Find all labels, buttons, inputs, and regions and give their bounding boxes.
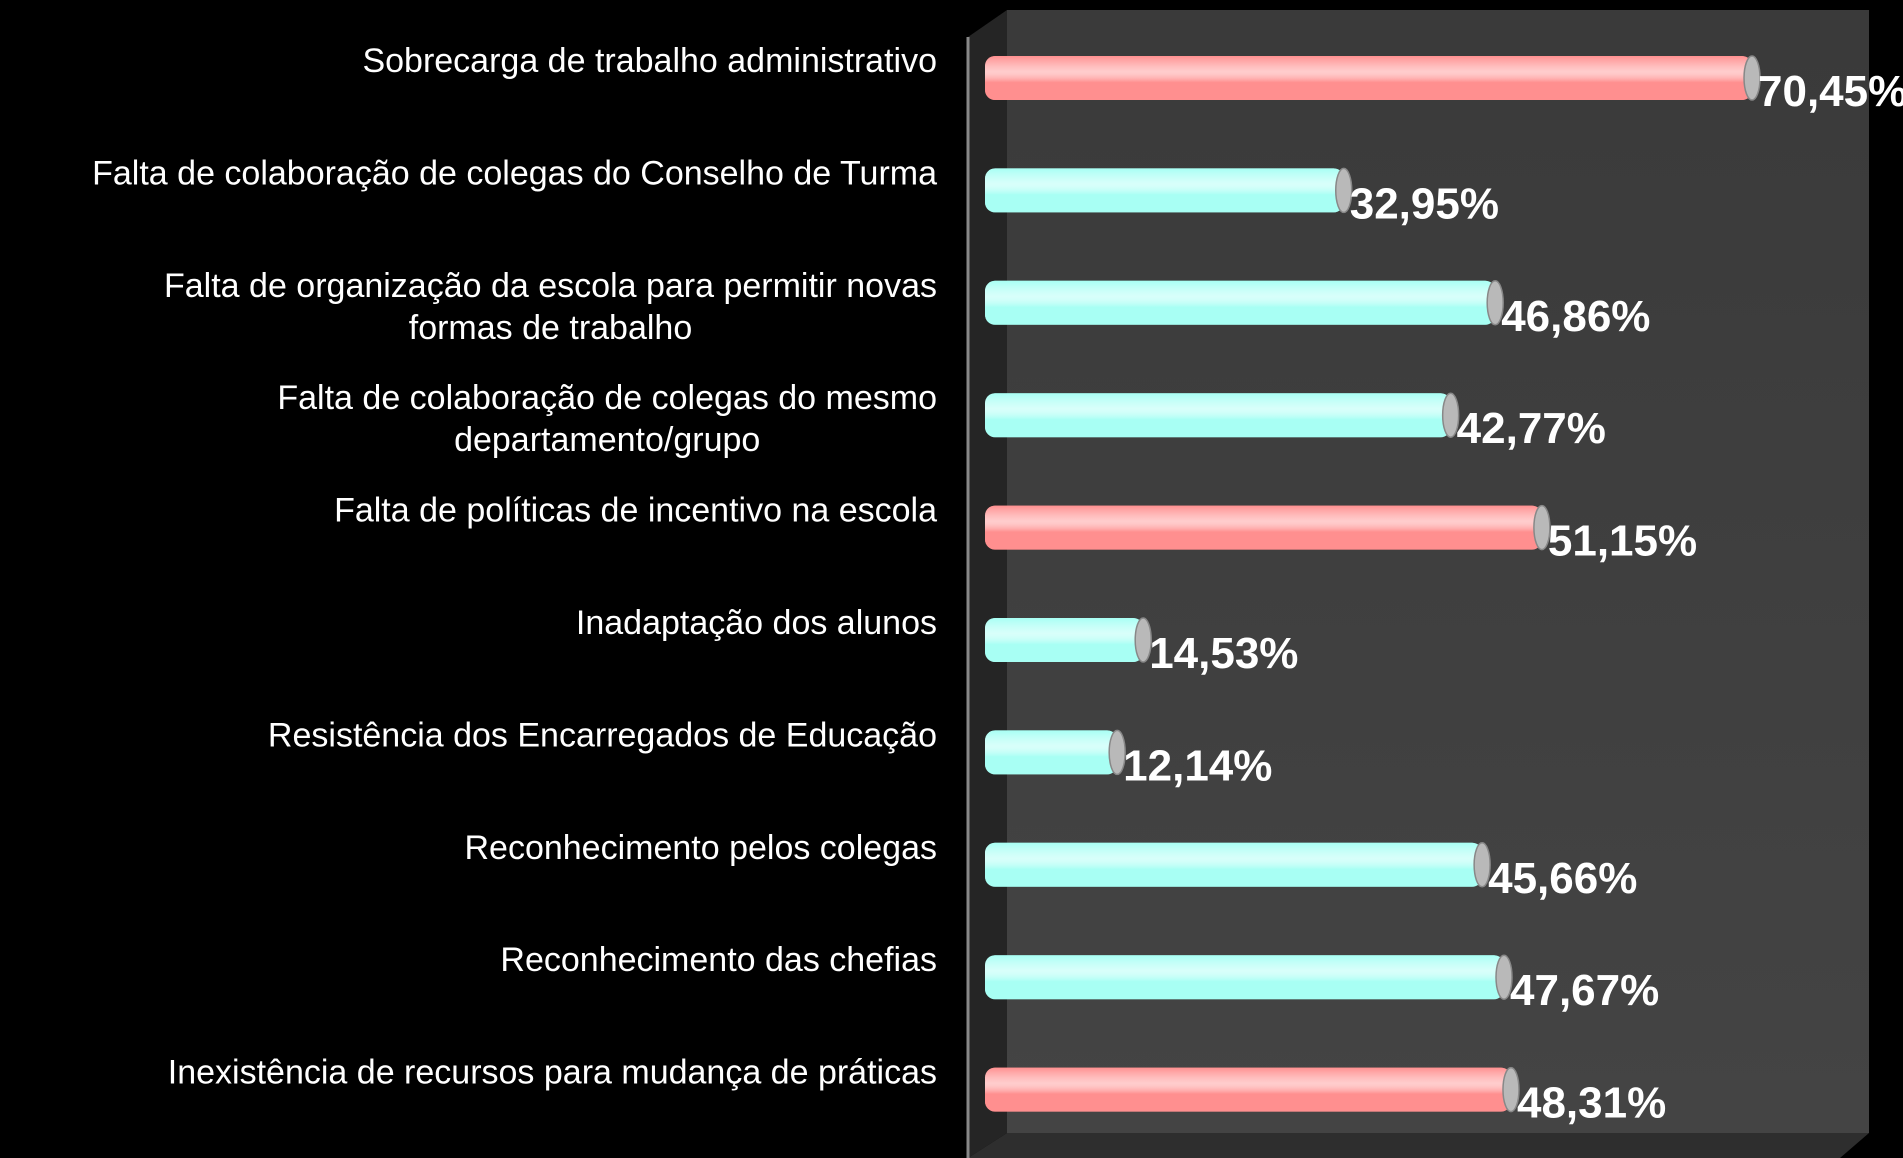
- value-label: 42,77%: [1457, 404, 1606, 453]
- bar-cap: [1486, 280, 1504, 326]
- value-label: 48,31%: [1517, 1079, 1666, 1128]
- bar-cap: [1473, 842, 1491, 888]
- bar-cap: [1502, 1066, 1520, 1113]
- category-label: Resistência dos Encarregados de Educação: [268, 716, 937, 754]
- bar-cap: [1533, 504, 1551, 551]
- category-label: Reconhecimento das chefias: [500, 941, 937, 979]
- bar-cap: [1134, 617, 1152, 663]
- bar-shade: [985, 280, 1496, 325]
- bar-cap: [1495, 954, 1513, 1000]
- category-label: Falta de colaboração de colegas do mesmo…: [277, 379, 937, 459]
- category-label: Inexistência de recursos para mudança de…: [168, 1054, 937, 1092]
- category-label: Falta de colaboração de colegas do Conse…: [92, 154, 937, 192]
- value-label: 32,95%: [1350, 179, 1499, 228]
- value-label: 47,67%: [1510, 966, 1659, 1015]
- category-label: Reconhecimento pelos colegas: [464, 829, 937, 867]
- bar-cap: [1334, 167, 1353, 214]
- bar-cap: [1441, 392, 1460, 438]
- bar-shade: [985, 618, 1144, 662]
- category-label: Inadaptação dos alunos: [576, 604, 937, 642]
- value-label: 45,66%: [1488, 854, 1637, 903]
- bar-cap: [1743, 55, 1761, 101]
- value-label: 51,15%: [1548, 517, 1697, 566]
- value-label: 70,45%: [1758, 67, 1903, 116]
- bar-shade: [985, 505, 1542, 550]
- bar-shade: [985, 955, 1505, 1000]
- bar-shade: [985, 168, 1344, 213]
- value-label: 12,14%: [1123, 741, 1272, 790]
- value-label: 46,86%: [1501, 292, 1650, 341]
- bar-shade: [985, 1067, 1511, 1112]
- category-label: Sobrecarga de trabalho administrativo: [362, 42, 937, 80]
- bar-shade: [985, 56, 1753, 100]
- category-label: Falta de políticas de incentivo na escol…: [334, 492, 937, 530]
- bar-shade: [985, 842, 1483, 887]
- value-label: 14,53%: [1149, 629, 1298, 678]
- bar-cap: [1108, 729, 1126, 776]
- bar-shade: [985, 393, 1451, 438]
- floor: [968, 1133, 1869, 1158]
- category-label: Falta de organização da escola para perm…: [164, 267, 937, 347]
- bar-shade: [985, 730, 1118, 775]
